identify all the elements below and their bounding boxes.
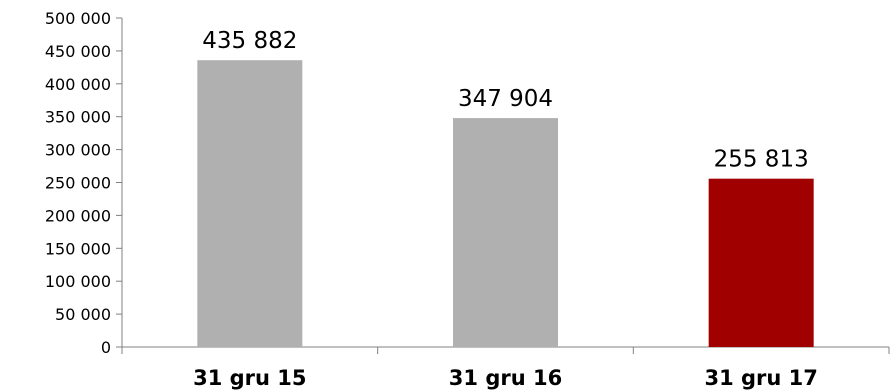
data-label: 435 882 <box>202 28 297 54</box>
y-tick-label: 100 000 <box>45 272 111 291</box>
y-tick-label: 500 000 <box>45 9 111 28</box>
y-tick-label: 250 000 <box>45 174 111 193</box>
y-tick-label: 200 000 <box>45 206 111 225</box>
data-labels: 435 882 347 904 255 813 <box>202 28 808 172</box>
x-axis: 31 gru 15 31 gru 16 31 gru 17 <box>121 346 890 390</box>
bar-3 <box>708 178 814 347</box>
bar-1 <box>197 60 303 348</box>
bars <box>197 60 814 348</box>
x-category-label: 31 gru 16 <box>449 366 562 390</box>
y-tick-label: 450 000 <box>45 42 111 61</box>
y-axis: 0 50 000 100 000 150 000 200 000 250 000 300 0… <box>45 9 123 357</box>
bar-2 <box>453 118 558 348</box>
y-tick-label: 350 000 <box>45 108 111 127</box>
y-tick-label: 50 000 <box>55 305 111 324</box>
y-tick-label: 150 000 <box>45 239 111 258</box>
x-category-label: 31 gru 15 <box>193 366 306 390</box>
x-category-label: 31 gru 17 <box>704 366 817 390</box>
data-label: 255 813 <box>714 147 809 173</box>
data-label: 347 904 <box>458 86 553 112</box>
y-tick-label: 400 000 <box>45 75 111 94</box>
y-tick-label: 0 <box>101 338 111 357</box>
y-tick-label: 300 000 <box>45 141 111 160</box>
